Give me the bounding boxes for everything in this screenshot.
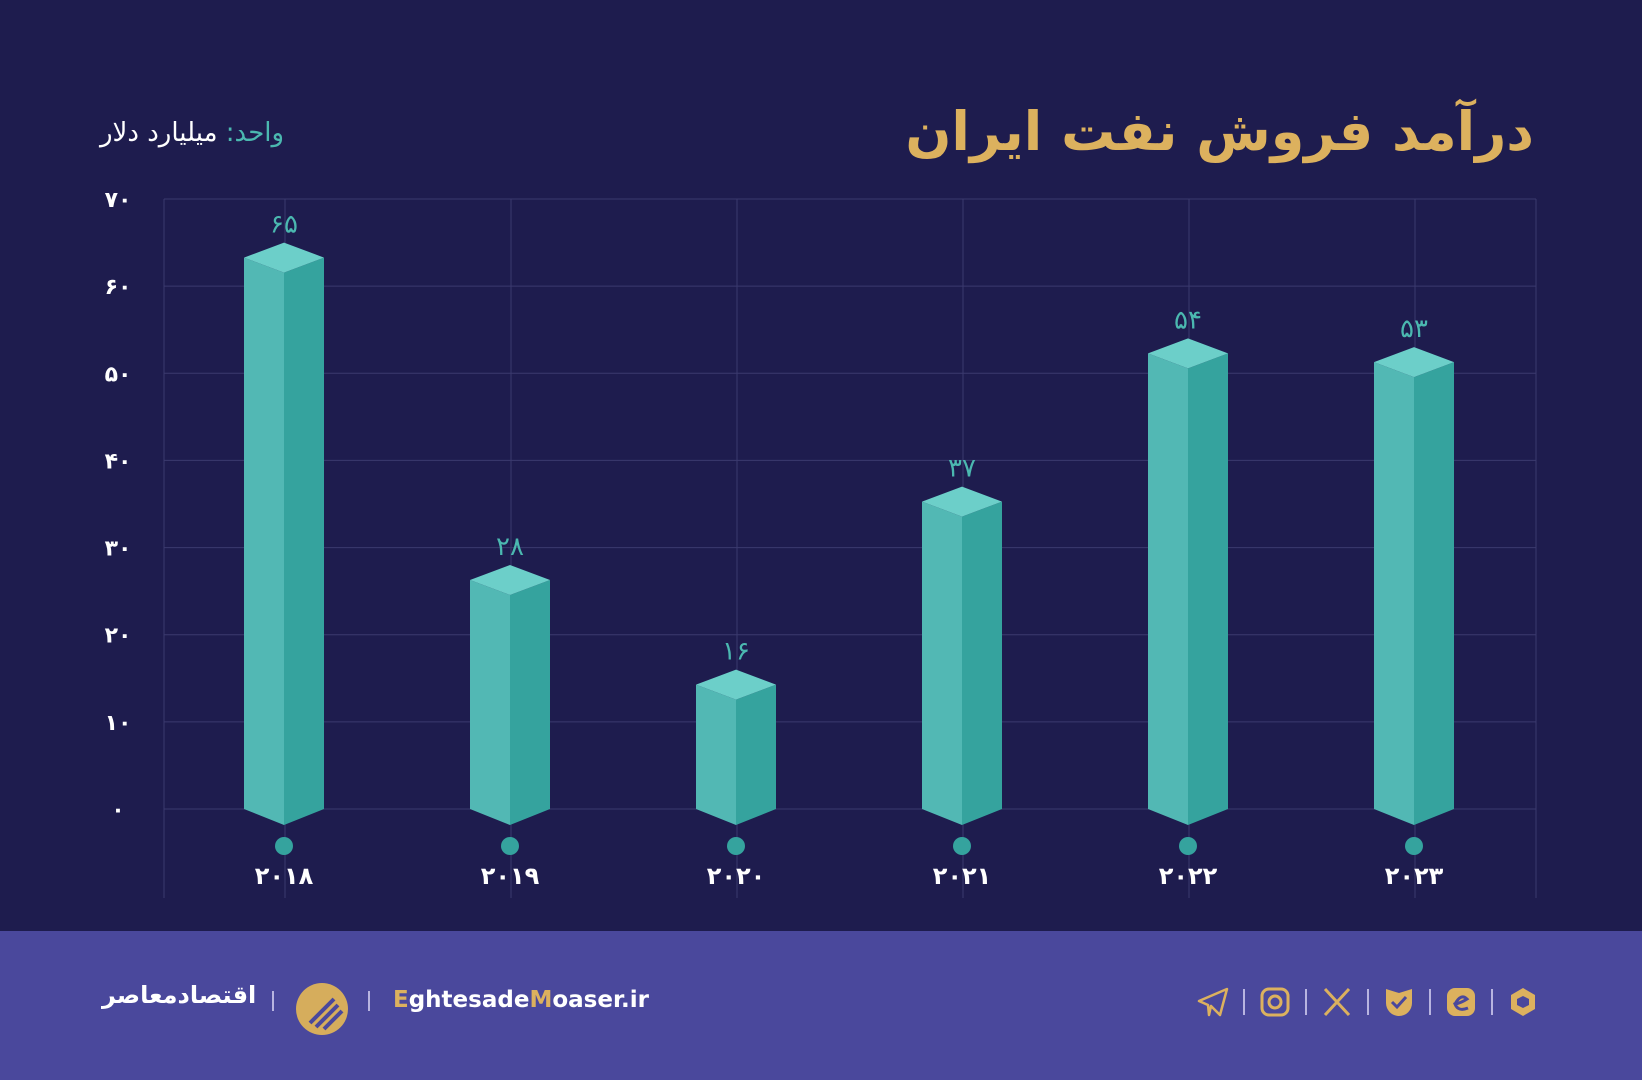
eitaa-icon[interactable] xyxy=(1444,985,1478,1019)
bar-front xyxy=(1374,362,1414,825)
bar-front xyxy=(922,501,962,825)
website-link[interactable]: EghtesadeMoaser.ir xyxy=(393,987,649,1013)
bar-value-label: ۳۷ xyxy=(948,454,976,484)
y-tick-label: ۳۰ xyxy=(105,537,132,562)
bar-value-label: ۲۸ xyxy=(496,532,524,562)
bar-front xyxy=(696,684,736,825)
category-dot xyxy=(727,837,745,855)
bar-side xyxy=(510,580,550,825)
bar-front xyxy=(244,257,284,826)
bar-side xyxy=(962,501,1002,825)
x-tick-label: ۲۰۲۳ xyxy=(1385,862,1444,890)
divider xyxy=(368,991,370,1011)
x-tick-label: ۲۰۲۰ xyxy=(707,862,766,890)
bale-icon[interactable] xyxy=(1382,985,1416,1019)
bar-side xyxy=(1188,353,1228,825)
category-dot xyxy=(1179,837,1197,855)
y-tick-label: ۴۰ xyxy=(105,449,132,474)
y-tick-label: ۵۰ xyxy=(105,362,132,387)
bar-top xyxy=(1148,338,1228,369)
chart-title: درآمد فروش نفت ایران xyxy=(905,100,1534,163)
brand-name: اقتصادمعاصر xyxy=(102,981,257,1009)
instagram-icon[interactable] xyxy=(1258,985,1292,1019)
logo-icon xyxy=(296,983,348,1035)
rubika-icon[interactable] xyxy=(1506,985,1540,1019)
bar-side xyxy=(1414,362,1454,825)
bar-top xyxy=(696,669,776,700)
bar-top xyxy=(470,565,550,595)
y-tick-label: ۲۰ xyxy=(105,624,132,649)
category-dot xyxy=(953,837,971,855)
bar-value-label: ۱۶ xyxy=(722,637,750,667)
bar-top xyxy=(922,486,1002,517)
telegram-icon[interactable] xyxy=(1196,985,1230,1019)
bar-front xyxy=(1148,353,1188,825)
bar-side xyxy=(284,257,324,826)
unit-key: واحد: xyxy=(225,118,285,148)
footer: اقتصادمعاصر EghtesadeMoaser.ir xyxy=(0,931,1642,1080)
y-tick-label: ۰ xyxy=(111,798,124,823)
bar-side xyxy=(736,684,776,825)
y-tick-label: ۷۰ xyxy=(105,188,132,213)
category-dot xyxy=(275,837,293,855)
bar-value-label: ۵۴ xyxy=(1174,305,1202,335)
unit-value: میلیارد دلار xyxy=(100,118,218,148)
x-tick-label: ۲۰۱۹ xyxy=(481,862,540,890)
social-icons xyxy=(1196,985,1540,1019)
x-icon[interactable] xyxy=(1320,985,1354,1019)
x-tick-label: ۲۰۲۱ xyxy=(933,862,992,890)
divider xyxy=(272,991,274,1011)
category-dot xyxy=(501,837,519,855)
bar-chart: ۰ ۱۰ ۲۰ ۳۰ ۴۰ ۵۰ ۶۰ ۷۰ ۶۵ ۲۰۱۸ ۲۸ ۲۰۱۹ ۱۶ ۲۰۲۰ ۳۷ ۲۰۲۱ ۵… xyxy=(105,188,1537,898)
bar-value-label: ۵۳ xyxy=(1400,314,1428,344)
y-tick-label: ۶۰ xyxy=(105,275,132,300)
y-tick-label: ۱۰ xyxy=(105,711,132,736)
bar-top xyxy=(1374,347,1454,378)
x-tick-label: ۲۰۲۲ xyxy=(1159,862,1218,890)
unit-label: واحد: میلیارد دلار xyxy=(100,118,284,148)
bar-front xyxy=(470,580,510,825)
bar-value-label: ۶۵ xyxy=(270,210,298,240)
x-tick-label: ۲۰۱۸ xyxy=(255,862,314,890)
category-dot xyxy=(1405,837,1423,855)
bar-top xyxy=(244,242,324,273)
